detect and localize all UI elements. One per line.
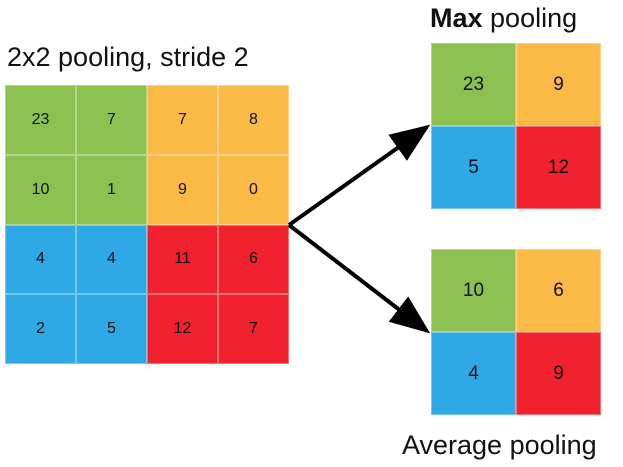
average-output-cell: 4	[431, 332, 516, 415]
arrow-to-average-pooling	[287, 223, 431, 334]
input-cell: 4	[5, 224, 76, 295]
max-pooling-title-rest: pooling	[482, 3, 578, 33]
input-cell: 7	[218, 294, 289, 364]
input-cell: 9	[147, 154, 218, 225]
average-output-cell: 6	[516, 249, 601, 332]
input-title: 2x2 pooling, stride 2	[7, 42, 249, 72]
input-cell: 6	[218, 224, 289, 295]
input-cell: 4	[76, 224, 147, 295]
average-pooling-output-grid: 10 6 4 9	[431, 249, 601, 415]
max-pooling-output-grid: 23 9 5 12	[431, 43, 601, 209]
input-cell: 23	[5, 85, 76, 155]
average-output-cell: 10	[431, 249, 516, 332]
input-cell: 7	[76, 85, 147, 155]
max-pooling-title-bold: Max	[430, 3, 483, 33]
input-cell: 8	[218, 85, 289, 155]
max-output-cell: 12	[516, 126, 601, 209]
input-cell: 12	[147, 294, 218, 364]
input-cell: 5	[76, 294, 147, 364]
average-output-cell: 9	[516, 332, 601, 415]
max-pooling-title: Max pooling	[430, 5, 577, 32]
input-cell: 7	[147, 85, 218, 155]
input-cell: 10	[5, 154, 76, 225]
arrow-to-max-pooling	[287, 124, 431, 227]
max-output-cell: 9	[516, 43, 601, 126]
input-cell: 0	[218, 154, 289, 225]
input-grid: 23 7 7 8 10 1 9 0 4 4 11 6 2 5 12 7	[5, 85, 289, 364]
input-cell: 2	[5, 294, 76, 364]
input-cell: 11	[147, 224, 218, 295]
max-output-cell: 23	[431, 43, 516, 126]
max-output-cell: 5	[431, 126, 516, 209]
input-cell: 1	[76, 154, 147, 225]
average-pooling-title: Average pooling	[402, 430, 597, 460]
